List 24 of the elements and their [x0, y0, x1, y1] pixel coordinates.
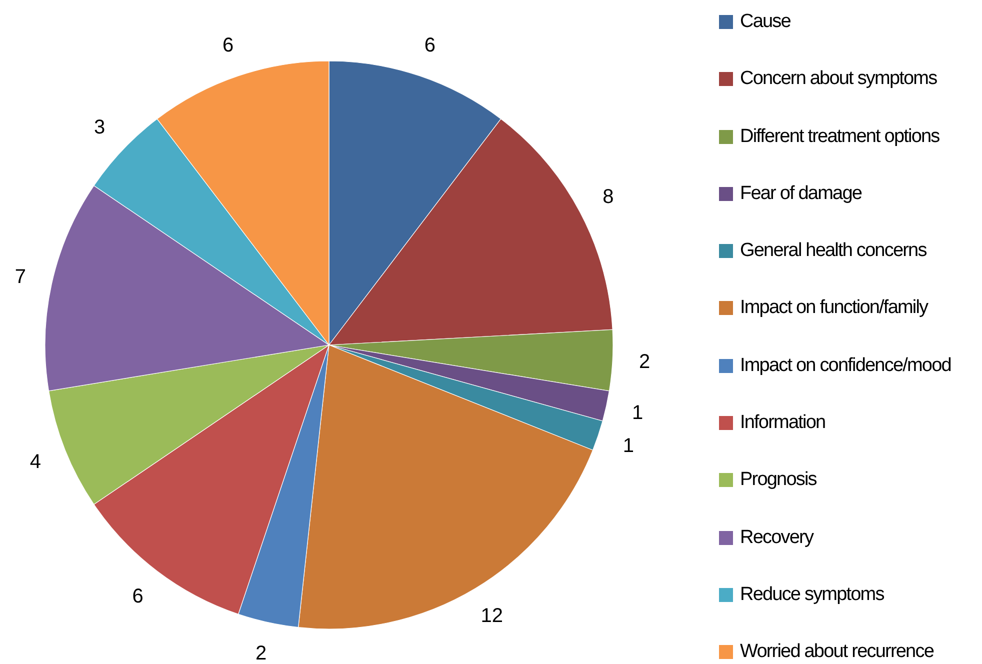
legend-label: Different treatment options: [740, 126, 940, 148]
data-label: 3: [94, 116, 106, 139]
legend-label: Fear of damage: [740, 182, 862, 205]
data-label: 6: [132, 586, 144, 608]
legend-label: Worried about recurrence: [740, 641, 934, 664]
legend-label: Prognosis: [740, 469, 816, 492]
legend-label: Concern about symptoms: [740, 68, 937, 90]
data-label: 4: [30, 450, 42, 473]
data-label: 12: [480, 604, 504, 627]
legend-label: Impact on function/family: [740, 297, 928, 320]
data-label: 6: [222, 34, 234, 57]
data-label: 1: [622, 434, 634, 457]
data-label: 2: [256, 642, 267, 664]
data-label: 6: [424, 34, 436, 57]
legend-label: Reduce symptoms: [740, 584, 884, 606]
legend-label: Information: [740, 412, 826, 434]
data-label: 2: [638, 351, 650, 374]
legend-label: General health concerns: [740, 240, 926, 262]
data-label: 8: [602, 186, 614, 208]
legend-label: Cause: [740, 11, 790, 33]
legend-label: Recovery: [740, 526, 814, 549]
legend-label: Impact on confidence/mood: [740, 354, 951, 377]
data-label: 7: [14, 266, 26, 288]
data-label: 1: [632, 402, 644, 424]
